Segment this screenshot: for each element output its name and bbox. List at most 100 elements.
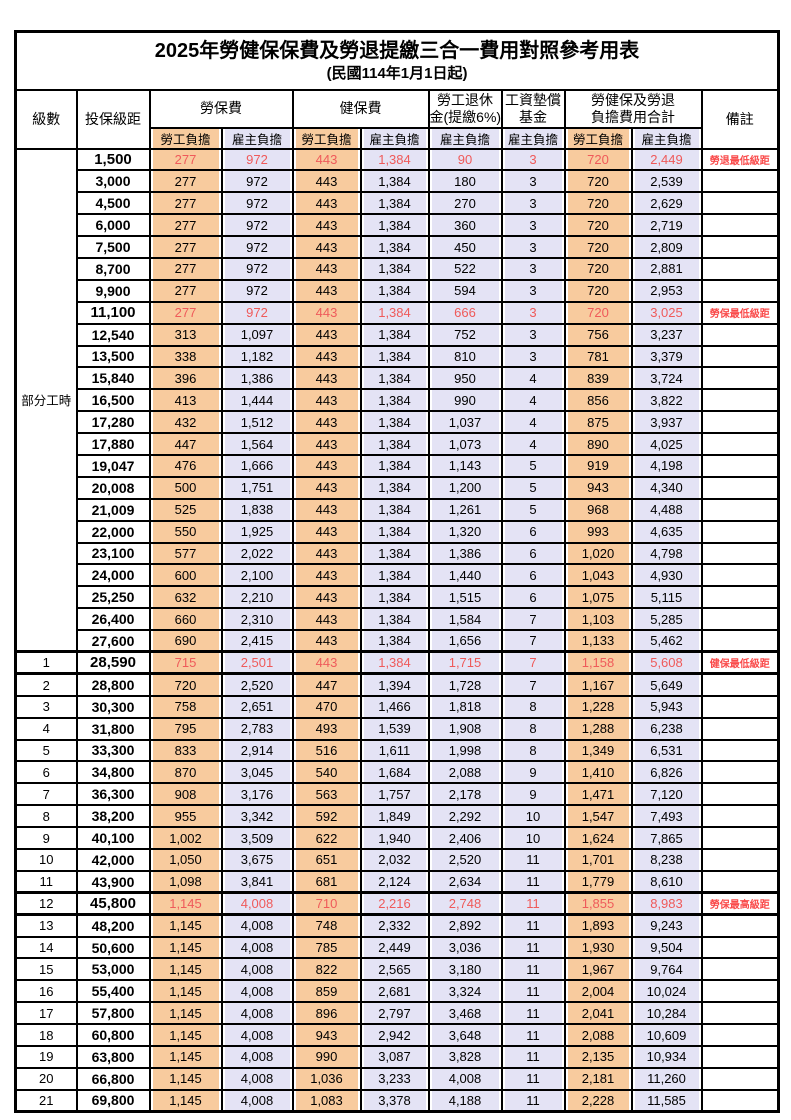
remark-cell bbox=[700, 519, 780, 544]
total-employer-cell: 11,585 bbox=[630, 1088, 703, 1113]
bracket-cell: 21,009 bbox=[75, 497, 151, 522]
wage-fund-employer-cell: 3 bbox=[500, 147, 566, 172]
wage-fund-employer-cell: 6 bbox=[500, 519, 566, 544]
total-employer-cell: 10,609 bbox=[630, 1023, 703, 1048]
health-ins-employer-cell: 1,384 bbox=[359, 169, 430, 194]
labor-ins-employee-cell: 1,145 bbox=[148, 891, 223, 917]
remark-cell bbox=[700, 256, 780, 281]
level-cell: 10 bbox=[14, 848, 78, 872]
pension-employer-cell: 3,828 bbox=[427, 1045, 503, 1069]
table-row: 13 48,200 1,145 4,008 748 2,332 2,892 11 1,893 9,… bbox=[14, 913, 780, 938]
table-row: 14 50,600 1,145 4,008 785 2,449 3,036 11 1,930 9,… bbox=[14, 935, 780, 960]
labor-ins-employee-cell: 600 bbox=[148, 563, 223, 588]
pension-employer-cell: 1,073 bbox=[427, 432, 503, 456]
table-title-block: 2025年勞健保保費及勞退提繳三合一費用對照參考用表 (民國114年1月1日起) bbox=[14, 30, 780, 91]
health-ins-employer-cell: 1,539 bbox=[359, 716, 430, 741]
health-ins-employer-cell: 1,384 bbox=[359, 191, 430, 216]
remark-cell bbox=[700, 1023, 780, 1048]
total-employee-cell: 1,167 bbox=[563, 672, 633, 697]
health-ins-employer-cell: 1,466 bbox=[359, 694, 430, 719]
table-row: 26,400 660 2,310 443 1,384 1,584 7 1,103 5,285 bbox=[16, 607, 780, 632]
wage-fund-employer-cell: 10 bbox=[500, 804, 566, 829]
total-employee-cell: 968 bbox=[563, 497, 633, 522]
total-employer-cell: 5,285 bbox=[630, 607, 703, 632]
level-cell: 8 bbox=[14, 804, 78, 829]
labor-ins-employee-cell: 277 bbox=[148, 213, 223, 238]
health-ins-employee-cell: 443 bbox=[291, 235, 362, 259]
health-ins-employer-cell: 1,384 bbox=[359, 629, 430, 653]
health-ins-employer-cell: 1,384 bbox=[359, 585, 430, 610]
health-ins-employee-cell: 822 bbox=[291, 957, 362, 982]
table-row: 7 36,300 908 3,176 563 1,757 2,178 9 1,471 7,120 bbox=[14, 782, 780, 807]
bracket-cell: 50,600 bbox=[75, 935, 151, 960]
pension-employer-cell: 3,036 bbox=[427, 935, 503, 960]
remark-cell bbox=[700, 629, 780, 653]
health-ins-employee-cell: 443 bbox=[291, 322, 362, 347]
health-ins-employer-cell: 1,611 bbox=[359, 738, 430, 763]
wage-fund-employer-cell: 11 bbox=[500, 1088, 566, 1113]
total-employer-cell: 3,025 bbox=[630, 300, 703, 325]
level-cell: 7 bbox=[14, 782, 78, 807]
bracket-cell: 20,008 bbox=[75, 475, 151, 500]
health-ins-employee-cell: 592 bbox=[291, 804, 362, 829]
labor-ins-employer-cell: 4,008 bbox=[220, 957, 294, 982]
labor-ins-employer-cell: 4,008 bbox=[220, 1001, 294, 1026]
labor-ins-employee-cell: 720 bbox=[148, 672, 223, 697]
labor-ins-employer-cell: 2,210 bbox=[220, 585, 294, 610]
bracket-cell: 33,300 bbox=[75, 738, 151, 763]
health-ins-employee-cell: 443 bbox=[291, 366, 362, 391]
health-ins-employer-cell: 1,384 bbox=[359, 607, 430, 632]
labor-ins-employer-cell: 1,666 bbox=[220, 453, 294, 478]
labor-ins-employer-cell: 3,675 bbox=[220, 848, 294, 872]
bracket-cell: 4,500 bbox=[75, 191, 151, 216]
health-ins-employer-cell: 1,384 bbox=[359, 410, 430, 435]
total-employee-cell: 756 bbox=[563, 322, 633, 347]
col-header-health-insurance: 健保費 bbox=[291, 88, 430, 129]
total-employer-cell: 10,284 bbox=[630, 1001, 703, 1026]
table-row: 20,008 500 1,751 443 1,384 1,200 5 943 4,340 bbox=[16, 475, 780, 500]
labor-ins-employer-cell: 1,182 bbox=[220, 344, 294, 369]
wage-fund-employer-cell: 5 bbox=[500, 453, 566, 478]
total-employee-cell: 1,020 bbox=[563, 541, 633, 566]
wage-fund-employer-cell: 11 bbox=[500, 935, 566, 960]
total-employee-cell: 1,701 bbox=[563, 848, 633, 872]
labor-ins-employee-cell: 476 bbox=[148, 453, 223, 478]
labor-ins-employer-cell: 2,415 bbox=[220, 629, 294, 653]
pension-employer-cell: 1,143 bbox=[427, 453, 503, 478]
total-employee-cell: 1,349 bbox=[563, 738, 633, 763]
wage-fund-employer-cell: 11 bbox=[500, 891, 566, 917]
health-ins-employer-cell: 1,384 bbox=[359, 497, 430, 522]
bracket-cell: 12,540 bbox=[75, 322, 151, 347]
table-row: 22,000 550 1,925 443 1,384 1,320 6 993 4,635 bbox=[16, 519, 780, 544]
labor-ins-employee-cell: 277 bbox=[148, 235, 223, 259]
total-employer-cell: 5,608 bbox=[630, 650, 703, 676]
bracket-cell: 19,047 bbox=[75, 453, 151, 478]
bracket-cell: 57,800 bbox=[75, 1001, 151, 1026]
table-row: 3 30,300 758 2,651 470 1,466 1,818 8 1,228 5,943 bbox=[14, 694, 780, 719]
labor-ins-employee-cell: 1,145 bbox=[148, 1066, 223, 1091]
bracket-cell: 38,200 bbox=[75, 804, 151, 829]
wage-fund-employer-cell: 6 bbox=[500, 585, 566, 610]
bracket-cell: 23,100 bbox=[75, 541, 151, 566]
table-row: 部分工時 1,500 277 972 443 1,384 90 3 720 2,449 勞退最低級距 bbox=[14, 147, 780, 653]
health-ins-employer-cell: 1,684 bbox=[359, 760, 430, 785]
table-row: 11,100 277 972 443 1,384 666 3 720 3,025 勞保最低級距 bbox=[16, 300, 780, 325]
health-ins-employee-cell: 710 bbox=[291, 891, 362, 917]
remark-cell bbox=[700, 782, 780, 807]
labor-ins-employee-cell: 1,098 bbox=[148, 869, 223, 894]
total-employee-cell: 2,135 bbox=[563, 1045, 633, 1069]
health-ins-employer-cell: 1,384 bbox=[359, 256, 430, 281]
health-ins-employer-cell: 2,124 bbox=[359, 869, 430, 894]
labor-ins-employer-cell: 3,509 bbox=[220, 826, 294, 850]
total-employer-cell: 5,462 bbox=[630, 629, 703, 653]
pension-employer-cell: 4,008 bbox=[427, 1066, 503, 1091]
health-ins-employee-cell: 443 bbox=[291, 541, 362, 566]
health-ins-employer-cell: 2,216 bbox=[359, 891, 430, 917]
table-row: 19,047 476 1,666 443 1,384 1,143 5 919 4,198 bbox=[16, 453, 780, 478]
labor-ins-employee-cell: 632 bbox=[148, 585, 223, 610]
wage-fund-employer-cell: 11 bbox=[500, 1001, 566, 1026]
labor-ins-employer-cell: 2,520 bbox=[220, 672, 294, 697]
page-subtitle: (民國114年1月1日起) bbox=[326, 64, 468, 82]
pension-employer-cell: 752 bbox=[427, 322, 503, 347]
table-row: 15,840 396 1,386 443 1,384 950 4 839 3,724 bbox=[16, 366, 780, 391]
